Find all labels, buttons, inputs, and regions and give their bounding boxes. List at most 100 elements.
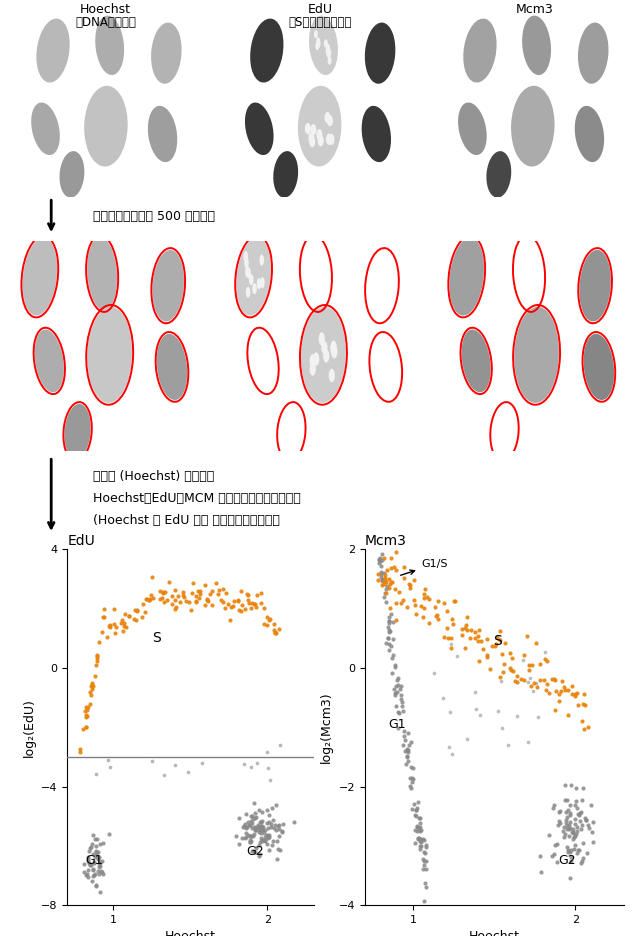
Point — [578, 781, 588, 796]
Point — [422, 590, 432, 605]
Point — [566, 850, 577, 865]
Text: G1/S: G1/S — [401, 559, 448, 576]
Point — [239, 818, 249, 833]
Point — [118, 623, 129, 638]
Point — [98, 867, 108, 882]
Point — [383, 636, 394, 651]
Ellipse shape — [584, 334, 614, 400]
Point — [374, 550, 385, 565]
Point — [385, 575, 396, 590]
Point — [236, 583, 246, 598]
Ellipse shape — [332, 345, 337, 358]
Point — [253, 825, 264, 840]
Point — [81, 719, 92, 734]
Point — [105, 619, 115, 634]
Ellipse shape — [152, 250, 184, 321]
Point — [383, 631, 394, 646]
Point — [547, 849, 557, 864]
Point — [91, 848, 101, 863]
Point — [111, 620, 121, 635]
Point — [268, 833, 278, 848]
Point — [572, 824, 582, 839]
Point — [549, 847, 559, 862]
Point — [234, 811, 244, 826]
Point — [170, 758, 180, 773]
Point — [240, 601, 250, 616]
Ellipse shape — [458, 102, 486, 155]
Point — [588, 814, 598, 829]
Point — [93, 850, 104, 865]
Point — [237, 819, 248, 834]
Point — [264, 613, 275, 628]
Point — [255, 823, 265, 838]
Point — [563, 802, 573, 817]
Point — [130, 603, 140, 618]
X-axis label: Hoechst: Hoechst — [165, 930, 216, 936]
Point — [242, 820, 252, 835]
Point — [257, 813, 267, 828]
Point — [495, 633, 505, 648]
Ellipse shape — [326, 134, 332, 145]
Point — [178, 585, 188, 600]
Point — [85, 685, 95, 700]
Point — [93, 852, 104, 867]
Point — [448, 616, 458, 631]
Ellipse shape — [316, 42, 319, 51]
Point — [89, 867, 99, 882]
Point — [420, 845, 430, 860]
Point — [418, 861, 428, 876]
Ellipse shape — [326, 50, 330, 58]
Point — [390, 686, 400, 701]
Point — [81, 868, 91, 883]
Point — [234, 603, 244, 618]
Point — [570, 829, 580, 844]
Point — [146, 588, 156, 603]
Point — [259, 833, 269, 848]
Point — [141, 591, 152, 606]
Point — [577, 854, 588, 869]
Point — [379, 590, 389, 605]
Point — [571, 794, 581, 809]
Point — [207, 583, 217, 598]
Point — [255, 818, 266, 833]
Point — [420, 840, 431, 855]
Point — [544, 686, 554, 701]
Point — [226, 600, 236, 615]
Point — [568, 826, 578, 841]
Point — [421, 854, 431, 869]
Point — [388, 615, 398, 630]
Point — [540, 651, 550, 666]
Point — [253, 821, 264, 836]
Point — [447, 611, 457, 626]
Text: （DNAを染色）: （DNAを染色） — [75, 16, 136, 29]
Point — [103, 753, 113, 768]
Point — [524, 658, 534, 673]
Point — [410, 823, 420, 838]
Point — [263, 828, 273, 843]
Point — [79, 864, 89, 879]
Point — [415, 822, 426, 837]
Point — [276, 825, 287, 840]
Point — [539, 673, 549, 688]
Text: EdU: EdU — [307, 3, 333, 16]
Point — [409, 592, 419, 607]
Point — [387, 574, 397, 589]
Ellipse shape — [314, 30, 318, 38]
Point — [220, 600, 230, 615]
Point — [132, 604, 142, 619]
Ellipse shape — [273, 151, 298, 197]
Point — [97, 624, 107, 639]
Text: (Hoechst と EdU で、 細脹周期がわかる）: (Hoechst と EdU で、 細脹周期がわかる） — [93, 515, 280, 528]
Point — [557, 673, 567, 688]
Point — [570, 816, 580, 831]
Point — [173, 589, 183, 604]
Ellipse shape — [327, 115, 333, 126]
Point — [85, 696, 95, 711]
Point — [563, 844, 573, 859]
Point — [470, 625, 481, 640]
Point — [558, 824, 568, 839]
Point — [576, 804, 586, 819]
Point — [564, 820, 575, 835]
Text: 細脹核 (Hoechst) の領域の: 細脹核 (Hoechst) の領域の — [93, 470, 214, 483]
Point — [406, 759, 416, 774]
